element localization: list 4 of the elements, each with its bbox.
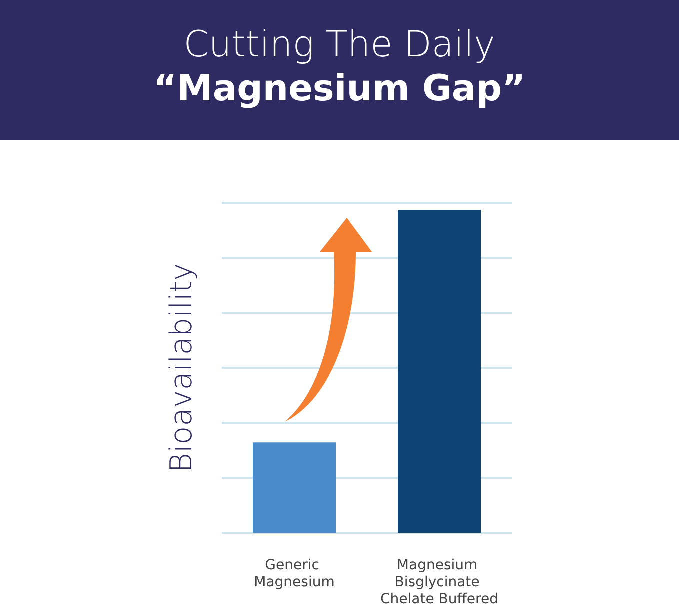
chart-title: Cutting The Daily “Magnesium Gap” <box>153 24 526 110</box>
y-axis-title: Bioavailability <box>164 263 200 473</box>
x-tick-label: Generic Magnesium <box>254 558 335 590</box>
x-tick-label: Magnesium Bisglycinate Chelate Buffered <box>380 558 498 608</box>
